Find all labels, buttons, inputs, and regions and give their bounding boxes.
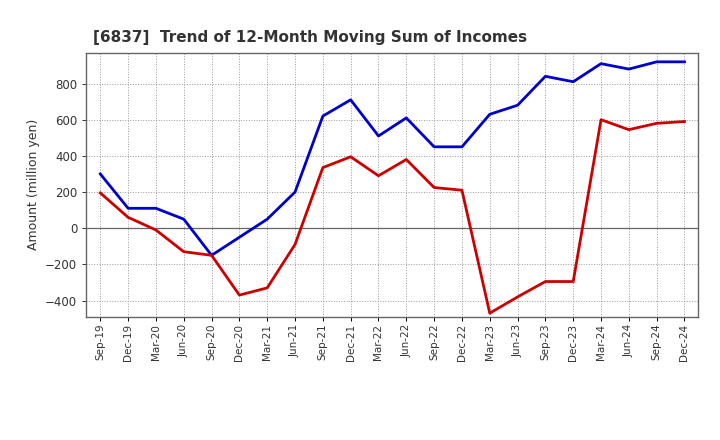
Net Income <box>458 187 467 193</box>
Net Income <box>96 190 104 195</box>
Ordinary Income <box>513 103 522 108</box>
Line: Net Income: Net Income <box>100 120 685 313</box>
Line: Ordinary Income: Ordinary Income <box>100 62 685 255</box>
Net Income <box>569 279 577 284</box>
Ordinary Income <box>652 59 661 65</box>
Net Income <box>291 242 300 247</box>
Text: [6837]  Trend of 12-Month Moving Sum of Incomes: [6837] Trend of 12-Month Moving Sum of I… <box>92 29 526 45</box>
Ordinary Income <box>541 73 550 79</box>
Ordinary Income <box>291 189 300 194</box>
Net Income <box>346 154 355 159</box>
Net Income <box>318 165 327 170</box>
Ordinary Income <box>458 144 467 150</box>
Net Income <box>541 279 550 284</box>
Ordinary Income <box>569 79 577 84</box>
Ordinary Income <box>402 115 410 121</box>
Net Income <box>179 249 188 254</box>
Net Income <box>124 215 132 220</box>
Y-axis label: Amount (million yen): Amount (million yen) <box>27 119 40 250</box>
Ordinary Income <box>346 97 355 103</box>
Ordinary Income <box>318 114 327 119</box>
Ordinary Income <box>207 253 216 258</box>
Ordinary Income <box>124 205 132 211</box>
Net Income <box>207 253 216 258</box>
Net Income <box>652 121 661 126</box>
Net Income <box>485 311 494 316</box>
Net Income <box>374 173 383 178</box>
Ordinary Income <box>485 112 494 117</box>
Ordinary Income <box>374 133 383 139</box>
Net Income <box>235 293 243 298</box>
Ordinary Income <box>152 205 161 211</box>
Net Income <box>263 285 271 290</box>
Net Income <box>513 294 522 300</box>
Ordinary Income <box>430 144 438 150</box>
Net Income <box>430 185 438 190</box>
Ordinary Income <box>263 216 271 222</box>
Net Income <box>624 127 633 132</box>
Ordinary Income <box>96 171 104 176</box>
Ordinary Income <box>680 59 689 65</box>
Net Income <box>597 117 606 122</box>
Ordinary Income <box>235 235 243 240</box>
Net Income <box>402 157 410 162</box>
Ordinary Income <box>597 61 606 66</box>
Ordinary Income <box>179 216 188 222</box>
Net Income <box>680 119 689 124</box>
Ordinary Income <box>624 66 633 72</box>
Net Income <box>152 227 161 233</box>
